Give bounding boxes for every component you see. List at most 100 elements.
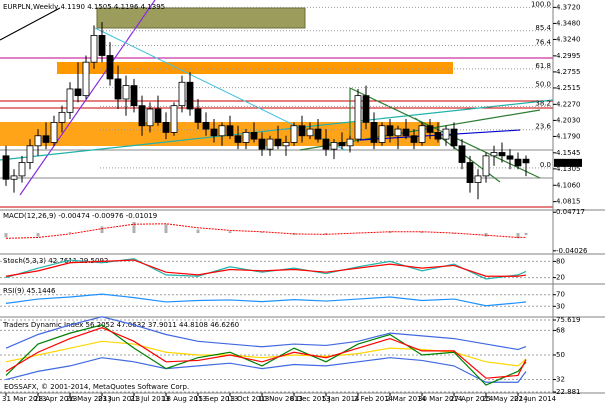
candle-body xyxy=(314,128,322,140)
candle-body xyxy=(338,142,346,147)
candle-body xyxy=(434,132,442,140)
y-tick-label: 4.1060 xyxy=(556,181,581,189)
candle-body xyxy=(394,128,402,137)
y-tick-label: 22.881 xyxy=(556,388,581,396)
x-tick-label: 25 May 2014 xyxy=(482,395,528,403)
candle-body xyxy=(82,61,90,97)
y-tick-label: 30 xyxy=(556,302,565,310)
y-tick-label: 32 xyxy=(556,376,565,384)
candle-body xyxy=(242,132,250,143)
x-tick-label: 21 Jul 2013 xyxy=(130,395,170,403)
candle-body xyxy=(226,125,234,137)
candle-body xyxy=(90,35,98,63)
x-tick-label: 22 Jun 2014 xyxy=(514,395,557,403)
candle-body xyxy=(498,152,506,157)
candle-body xyxy=(42,135,50,143)
candle-body xyxy=(490,152,498,157)
y-tick-label: 70 xyxy=(556,291,565,299)
candle-body xyxy=(258,138,266,150)
y-tick-label: 20 xyxy=(556,274,565,282)
y-tick-label: 0.04717 xyxy=(556,208,585,216)
macd-bar xyxy=(164,224,168,234)
candle-body xyxy=(194,108,202,123)
x-tick-label: 2 Feb 2014 xyxy=(354,395,394,403)
macd-bar xyxy=(228,231,232,234)
fibo-label: 23.6 xyxy=(535,123,551,131)
candle-body xyxy=(162,121,170,133)
y-tick-label: 75.619 xyxy=(556,316,581,324)
candle-body xyxy=(386,125,394,137)
candle-body xyxy=(26,145,34,163)
x-tick-label: 27 Apr 2014 xyxy=(450,395,494,403)
x-tick-label: 30 Mar 2014 xyxy=(418,395,463,403)
candle-body xyxy=(178,81,186,107)
candle-body xyxy=(466,162,474,183)
candle-body xyxy=(442,128,450,140)
macd-bar xyxy=(452,233,456,234)
candle-body xyxy=(402,128,410,137)
y-tick-label: 4.1545 xyxy=(556,149,581,157)
y-tick-label: 4.1305 xyxy=(556,165,581,173)
candle-body xyxy=(346,138,354,147)
candle-body xyxy=(74,88,82,97)
zone-rectangle xyxy=(96,7,306,29)
x-tick-label: 10 Nov 2013 xyxy=(258,395,303,403)
y-tick-label: 4.2755 xyxy=(556,68,581,76)
y-tick-label: 68 xyxy=(556,326,565,334)
candle-body xyxy=(234,135,242,143)
candle-body xyxy=(186,81,194,110)
x-tick-label: 5 Jan 2014 xyxy=(322,395,360,403)
candle-body xyxy=(170,105,178,133)
pane-borders xyxy=(0,0,605,394)
fibo-label: 85.4 xyxy=(535,24,551,32)
candle-body xyxy=(410,135,418,143)
x-tick-label: 23 Jun 2013 xyxy=(98,395,140,403)
candle-body xyxy=(426,125,434,133)
indicator-line xyxy=(5,327,527,379)
indicator-line xyxy=(5,357,527,383)
y-tick-label: 4.3720 xyxy=(556,3,581,11)
candle-body xyxy=(522,158,530,164)
candle-body xyxy=(274,138,282,147)
macd-bar xyxy=(132,222,136,234)
macd-bar xyxy=(420,231,424,234)
candle-body xyxy=(50,121,58,143)
candle-body xyxy=(18,162,26,177)
candle-body xyxy=(458,145,466,163)
candle-body xyxy=(122,85,130,100)
candle-body xyxy=(450,128,458,147)
candle-body xyxy=(210,128,218,137)
candle-body xyxy=(322,138,330,150)
candle-body xyxy=(290,125,298,143)
macd-bar xyxy=(36,233,40,237)
fibo-label: 50.0 xyxy=(535,81,551,89)
candle-body xyxy=(354,95,362,140)
candle-body xyxy=(154,108,162,123)
trend-line xyxy=(0,99,554,161)
copyright: EOSSAFX, © 2001-2014, MetaQuotes Softwar… xyxy=(4,383,189,391)
candle-body xyxy=(330,142,338,150)
fibo-label: 38.2 xyxy=(535,99,551,107)
macd-bar xyxy=(524,233,528,236)
macd-bar xyxy=(4,233,8,238)
candle-body xyxy=(474,175,482,183)
x-tick-label: 31 Mar 2013 xyxy=(2,395,46,403)
candle-body xyxy=(250,132,258,140)
macd-bar xyxy=(100,226,104,234)
zone-rectangle xyxy=(57,62,453,74)
candle-body xyxy=(98,35,106,56)
x-tick-label: 18 Aug 2013 xyxy=(162,395,207,403)
x-tick-label: 15 Sep 2013 xyxy=(194,395,238,403)
pane-title: MACD(12,26,9) -0.00474 -0.00976 -0.01019 xyxy=(3,212,157,220)
fibo-label: 76.4 xyxy=(535,38,551,46)
indicator-line xyxy=(5,293,527,307)
fibo-label: 100.0 xyxy=(531,0,551,8)
candle-body xyxy=(10,175,18,180)
macd-bar xyxy=(260,232,264,234)
trend-line xyxy=(19,0,156,196)
y-tick-label: 50 xyxy=(556,351,565,359)
macd-bar xyxy=(196,229,200,234)
candle-body xyxy=(130,85,138,107)
x-tick-label: 2 Mar 2014 xyxy=(386,395,426,403)
candle-body xyxy=(106,55,114,80)
